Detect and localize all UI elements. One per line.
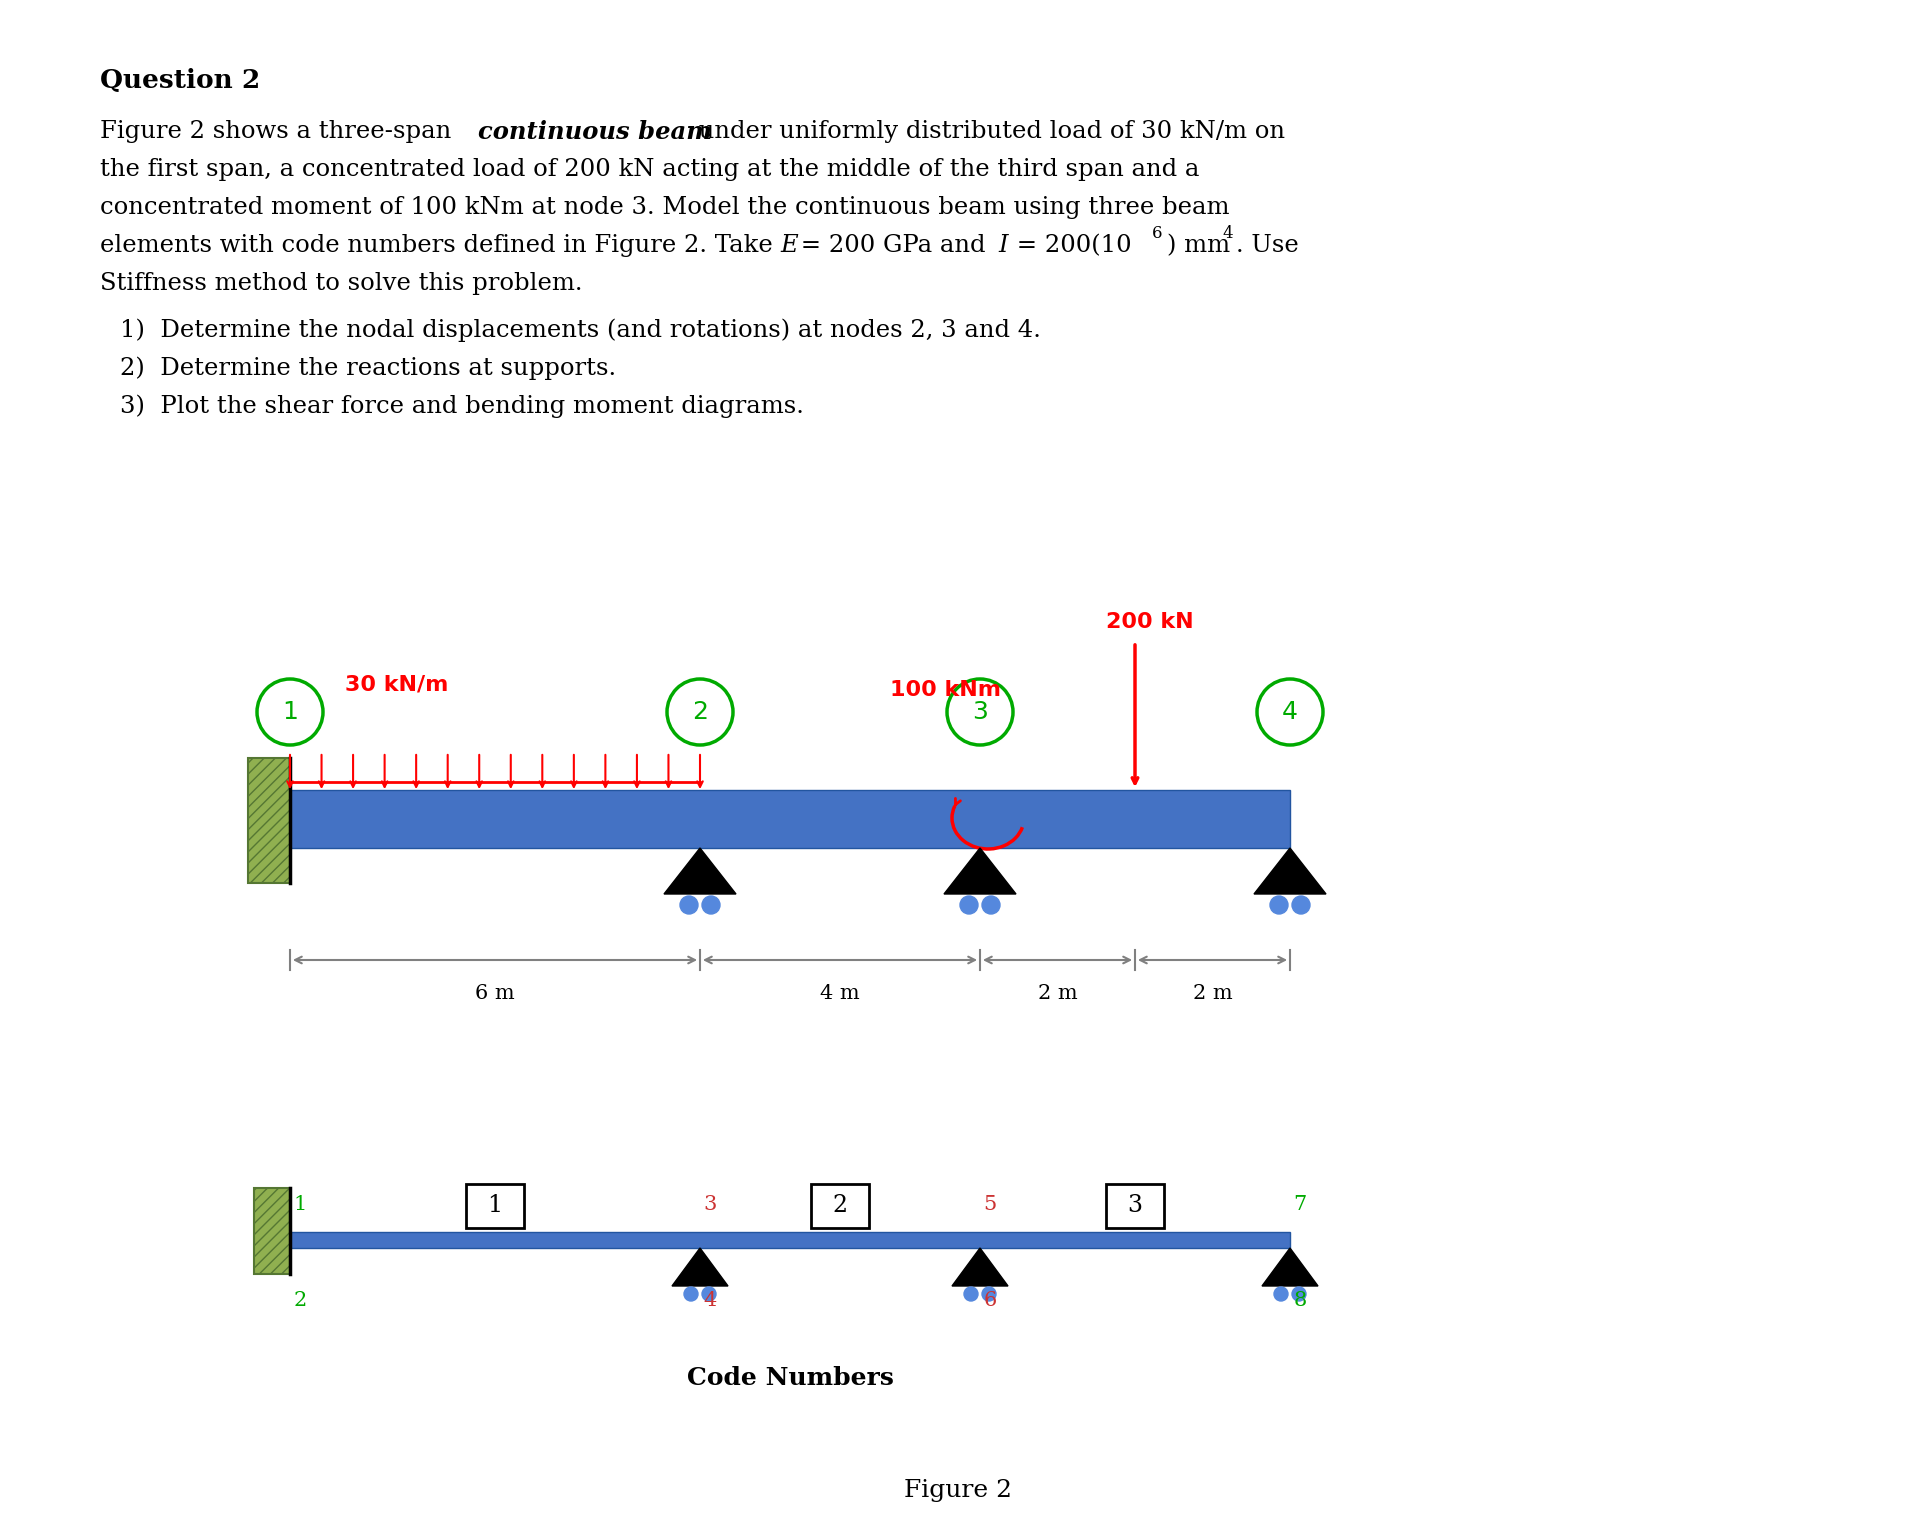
Text: 3: 3 [703, 1195, 717, 1213]
Text: 1)  Determine the nodal displacements (and rotations) at nodes 2, 3 and 4.: 1) Determine the nodal displacements (an… [121, 318, 1040, 341]
Text: concentrated moment of 100 kNm at node 3. Model the continuous beam using three : concentrated moment of 100 kNm at node 3… [100, 197, 1230, 220]
Text: . Use: . Use [1236, 233, 1299, 257]
Text: 4: 4 [703, 1290, 717, 1310]
Bar [289, 1232, 1289, 1247]
Text: 2)  Determine the reactions at supports.: 2) Determine the reactions at supports. [121, 356, 617, 379]
Text: 1: 1 [487, 1195, 502, 1218]
Text: 3)  Plot the shear force and bending moment diagrams.: 3) Plot the shear force and bending mome… [121, 395, 805, 418]
Text: 1: 1 [282, 700, 297, 723]
Text: the first span, a concentrated load of 200 kN acting at the middle of the third : the first span, a concentrated load of 2… [100, 158, 1199, 181]
Text: 3: 3 [1127, 1195, 1142, 1218]
Text: under uniformly distributed load of 30 kN/m on: under uniformly distributed load of 30 k… [692, 120, 1286, 143]
Circle shape [1257, 679, 1324, 745]
Text: 2 m: 2 m [1038, 985, 1077, 1003]
Bar [289, 790, 1289, 848]
Circle shape [1274, 1287, 1288, 1301]
Text: 2: 2 [692, 700, 709, 723]
Text: 4: 4 [1282, 700, 1297, 723]
Text: Question 2: Question 2 [100, 68, 261, 94]
Circle shape [964, 1287, 977, 1301]
Text: 1: 1 [293, 1195, 307, 1213]
Text: 100 kNm: 100 kNm [891, 680, 1000, 700]
Bar [466, 1184, 523, 1227]
Bar [1106, 1184, 1165, 1227]
Text: 2: 2 [293, 1290, 307, 1310]
Circle shape [701, 895, 720, 914]
Text: 3: 3 [971, 700, 989, 723]
Text: 200 kN: 200 kN [1106, 611, 1194, 631]
Circle shape [1270, 895, 1288, 914]
Circle shape [257, 679, 324, 745]
Polygon shape [665, 848, 736, 894]
Text: 7: 7 [1293, 1195, 1307, 1213]
Polygon shape [1263, 1247, 1318, 1286]
Text: Figure 2: Figure 2 [904, 1479, 1012, 1502]
Text: 4: 4 [1222, 224, 1232, 243]
Circle shape [1291, 1287, 1307, 1301]
Circle shape [960, 895, 977, 914]
Text: 2 m: 2 m [1192, 985, 1232, 1003]
Polygon shape [952, 1247, 1008, 1286]
Circle shape [983, 895, 1000, 914]
Bar [247, 757, 289, 883]
Text: ) mm: ) mm [1167, 233, 1230, 257]
Circle shape [947, 679, 1014, 745]
Text: elements with code numbers defined in Figure 2. Take: elements with code numbers defined in Fi… [100, 233, 780, 257]
Circle shape [701, 1287, 717, 1301]
Text: Figure 2 shows a three-span: Figure 2 shows a three-span [100, 120, 460, 143]
Text: 6 m: 6 m [475, 985, 515, 1003]
Text: 6: 6 [983, 1290, 996, 1310]
Text: 5: 5 [983, 1195, 996, 1213]
Bar [810, 1184, 870, 1227]
Circle shape [1291, 895, 1311, 914]
Polygon shape [673, 1247, 728, 1286]
Bar [255, 1187, 289, 1273]
Text: 6: 6 [1152, 224, 1163, 243]
Text: = 200(10: = 200(10 [1010, 233, 1132, 257]
Text: I: I [998, 233, 1008, 257]
Circle shape [983, 1287, 996, 1301]
Polygon shape [945, 848, 1015, 894]
Circle shape [667, 679, 734, 745]
Circle shape [680, 895, 697, 914]
Text: 4 m: 4 m [820, 985, 860, 1003]
Text: Stiffness method to solve this problem.: Stiffness method to solve this problem. [100, 272, 582, 295]
Circle shape [684, 1287, 697, 1301]
Text: continuous beam: continuous beam [477, 120, 713, 144]
Polygon shape [1253, 848, 1326, 894]
Text: 30 kN/m: 30 kN/m [345, 674, 448, 694]
Text: = 200 GPa and: = 200 GPa and [793, 233, 992, 257]
Text: 2: 2 [832, 1195, 847, 1218]
Text: 8: 8 [1293, 1290, 1307, 1310]
Text: E: E [780, 233, 797, 257]
Text: Code Numbers: Code Numbers [686, 1366, 893, 1390]
